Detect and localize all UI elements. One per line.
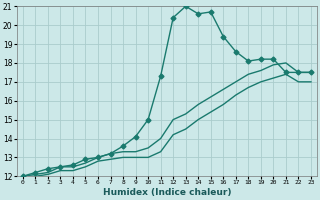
X-axis label: Humidex (Indice chaleur): Humidex (Indice chaleur) bbox=[103, 188, 231, 197]
